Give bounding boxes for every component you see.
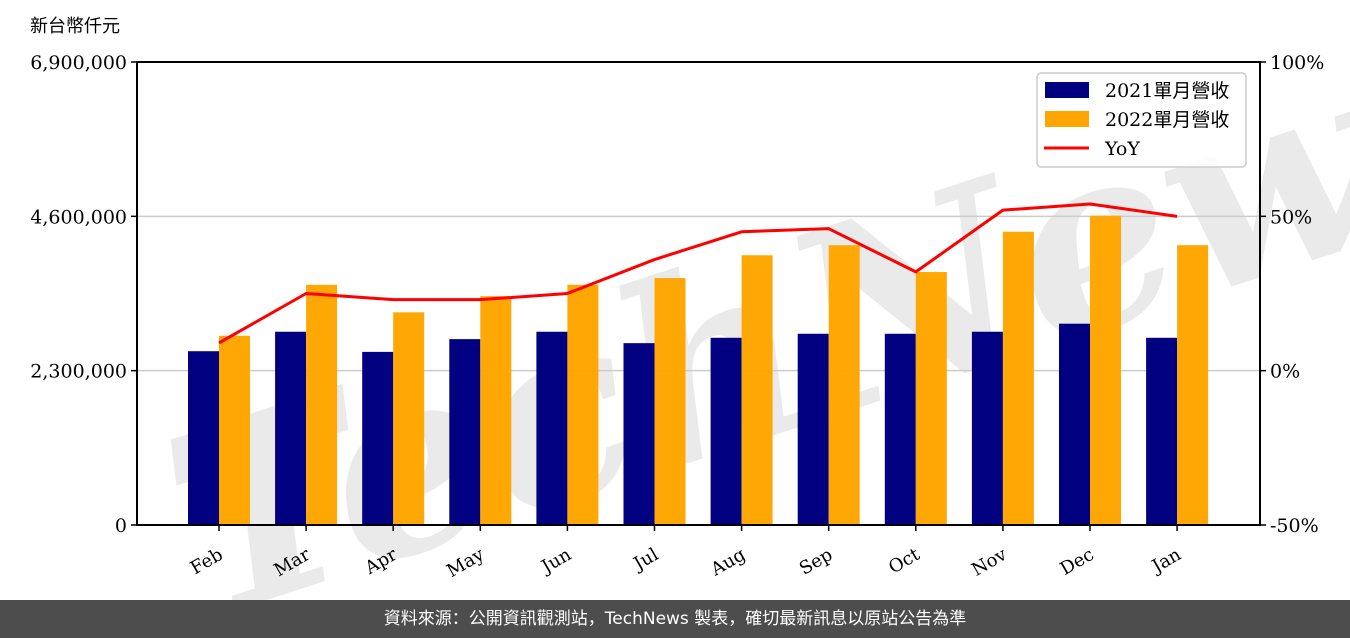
bar-aug-2022 <box>741 255 773 525</box>
bar-jun-2021 <box>536 331 568 525</box>
bar-apr-2021 <box>362 351 394 525</box>
bar-feb-2022 <box>219 335 250 525</box>
x-tick-label: Dec <box>1057 544 1098 580</box>
y-tick-label: 0 <box>115 515 127 537</box>
legend: 2021單月營收 2022單月營收 YoY <box>1036 72 1247 168</box>
y2-tick-label: 0% <box>1270 361 1300 383</box>
y2-tick-label: 100% <box>1270 52 1324 74</box>
bar-dec-2022 <box>1090 215 1121 525</box>
bar-jan-2021 <box>1146 337 1178 525</box>
legend-label: YoY <box>1104 138 1140 160</box>
bar-may-2022 <box>480 296 512 525</box>
bar-jun-2022 <box>567 284 599 525</box>
bar-nov-2021 <box>971 331 1003 525</box>
yoy-line-series <box>218 202 1178 345</box>
bar-series <box>188 215 1209 525</box>
bar-dec-2021 <box>1059 323 1090 525</box>
x-tick-label: Oct <box>885 544 924 579</box>
source-footer: 資料來源：公開資訊觀測站，TechNews 製表，確切最新訊息以原站公告為準 <box>0 600 1350 638</box>
y-tick-label: 6,900,000 <box>30 52 127 74</box>
y-tick-label: 2,300,000 <box>30 361 127 383</box>
bar-sep-2021 <box>797 333 829 525</box>
bar-may-2021 <box>449 339 481 525</box>
bar-jul-2022 <box>654 278 686 525</box>
y2-tick-label: 50% <box>1270 206 1312 228</box>
bar-apr-2022 <box>393 312 425 525</box>
x-tick-label: Jul <box>629 544 663 576</box>
legend-label: 2021單月營收 <box>1105 80 1229 102</box>
x-tick-label: Sep <box>796 544 836 579</box>
x-tick-label: Jan <box>1147 544 1185 578</box>
y2-tick-label: -50% <box>1270 515 1319 537</box>
bar-feb-2021 <box>188 351 219 525</box>
bar-nov-2022 <box>1002 231 1034 525</box>
bar-oct-2022 <box>915 272 947 525</box>
bar-jul-2021 <box>623 343 655 525</box>
revenue-chart: TechNews 02,300,0004,600,0006,900,000-50… <box>30 0 1350 600</box>
bar-aug-2021 <box>710 337 742 525</box>
bar-oct-2021 <box>884 333 916 525</box>
bar-jan-2022 <box>1177 245 1209 525</box>
bar-mar-2022 <box>306 284 338 525</box>
legend-label: 2022單月營收 <box>1105 109 1229 131</box>
x-tick-label: Nov <box>968 544 1011 581</box>
bar-mar-2021 <box>275 331 307 525</box>
y-axis-unit-label: 新台幣仟元 <box>30 16 120 37</box>
x-tick-label: Aug <box>707 544 750 581</box>
bar-sep-2022 <box>828 245 860 525</box>
y-tick-label: 4,600,000 <box>30 206 127 228</box>
